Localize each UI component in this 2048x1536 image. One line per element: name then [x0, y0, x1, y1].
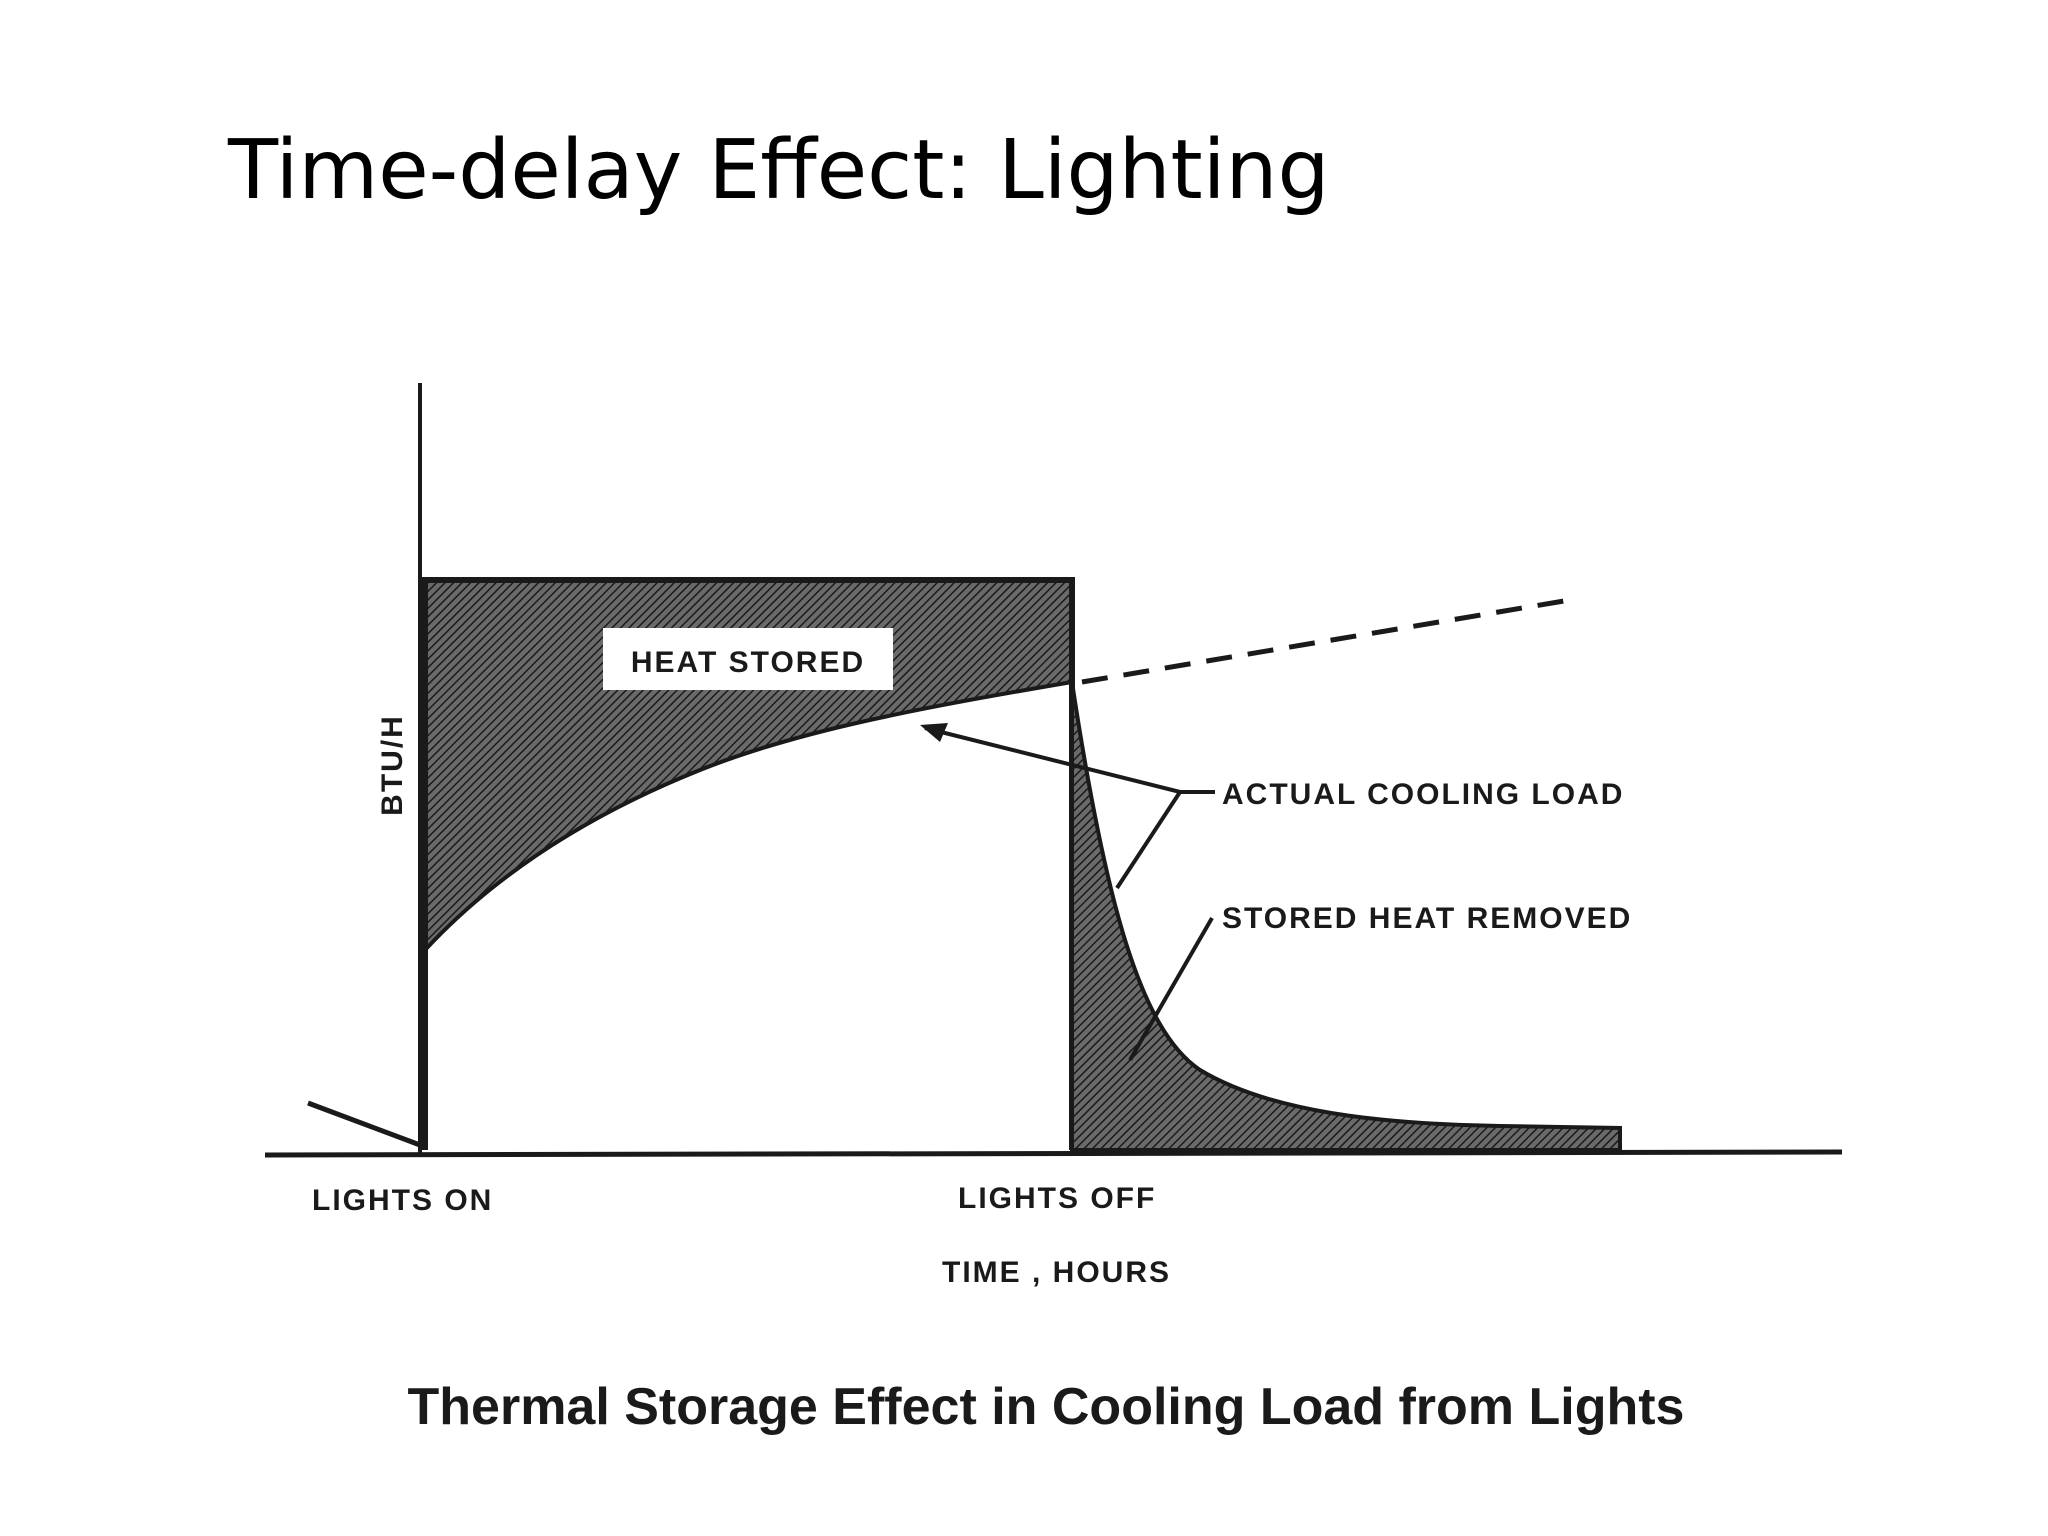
pre-lights-load-line: [307, 1100, 421, 1148]
actual-cooling-load-curve: [423, 680, 1073, 952]
heat-stored-label-box: [603, 628, 893, 690]
actual-cooling-load-arrowhead: [920, 723, 948, 742]
lights-off-label: LIGHTS OFF: [958, 1182, 1156, 1215]
dashed-extrapolation-line: [1081, 597, 1571, 685]
actual-cooling-load-label: ACTUAL COOLING LOAD: [1222, 778, 1624, 811]
y-axis-label: BTU/H: [376, 714, 409, 816]
slide-title: Time-delay Effect: Lighting: [228, 123, 1330, 218]
stored-heat-removed-leader: [1128, 916, 1214, 1062]
lights-on-label: LIGHTS ON: [312, 1184, 493, 1217]
x-axis-label: TIME , HOURS: [942, 1256, 1171, 1289]
stored-heat-removed-region: [1070, 681, 1622, 1152]
heat-stored-region: [425, 580, 1070, 950]
x-axis: [264, 1149, 1843, 1158]
stored-heat-removed-label: STORED HEAT REMOVED: [1222, 902, 1632, 935]
heat-stored-label: HEAT STORED: [631, 646, 865, 679]
figure-caption: Thermal Storage Effect in Cooling Load f…: [408, 1378, 1685, 1436]
actual-cooling-load-leader-lower: [1115, 790, 1182, 890]
